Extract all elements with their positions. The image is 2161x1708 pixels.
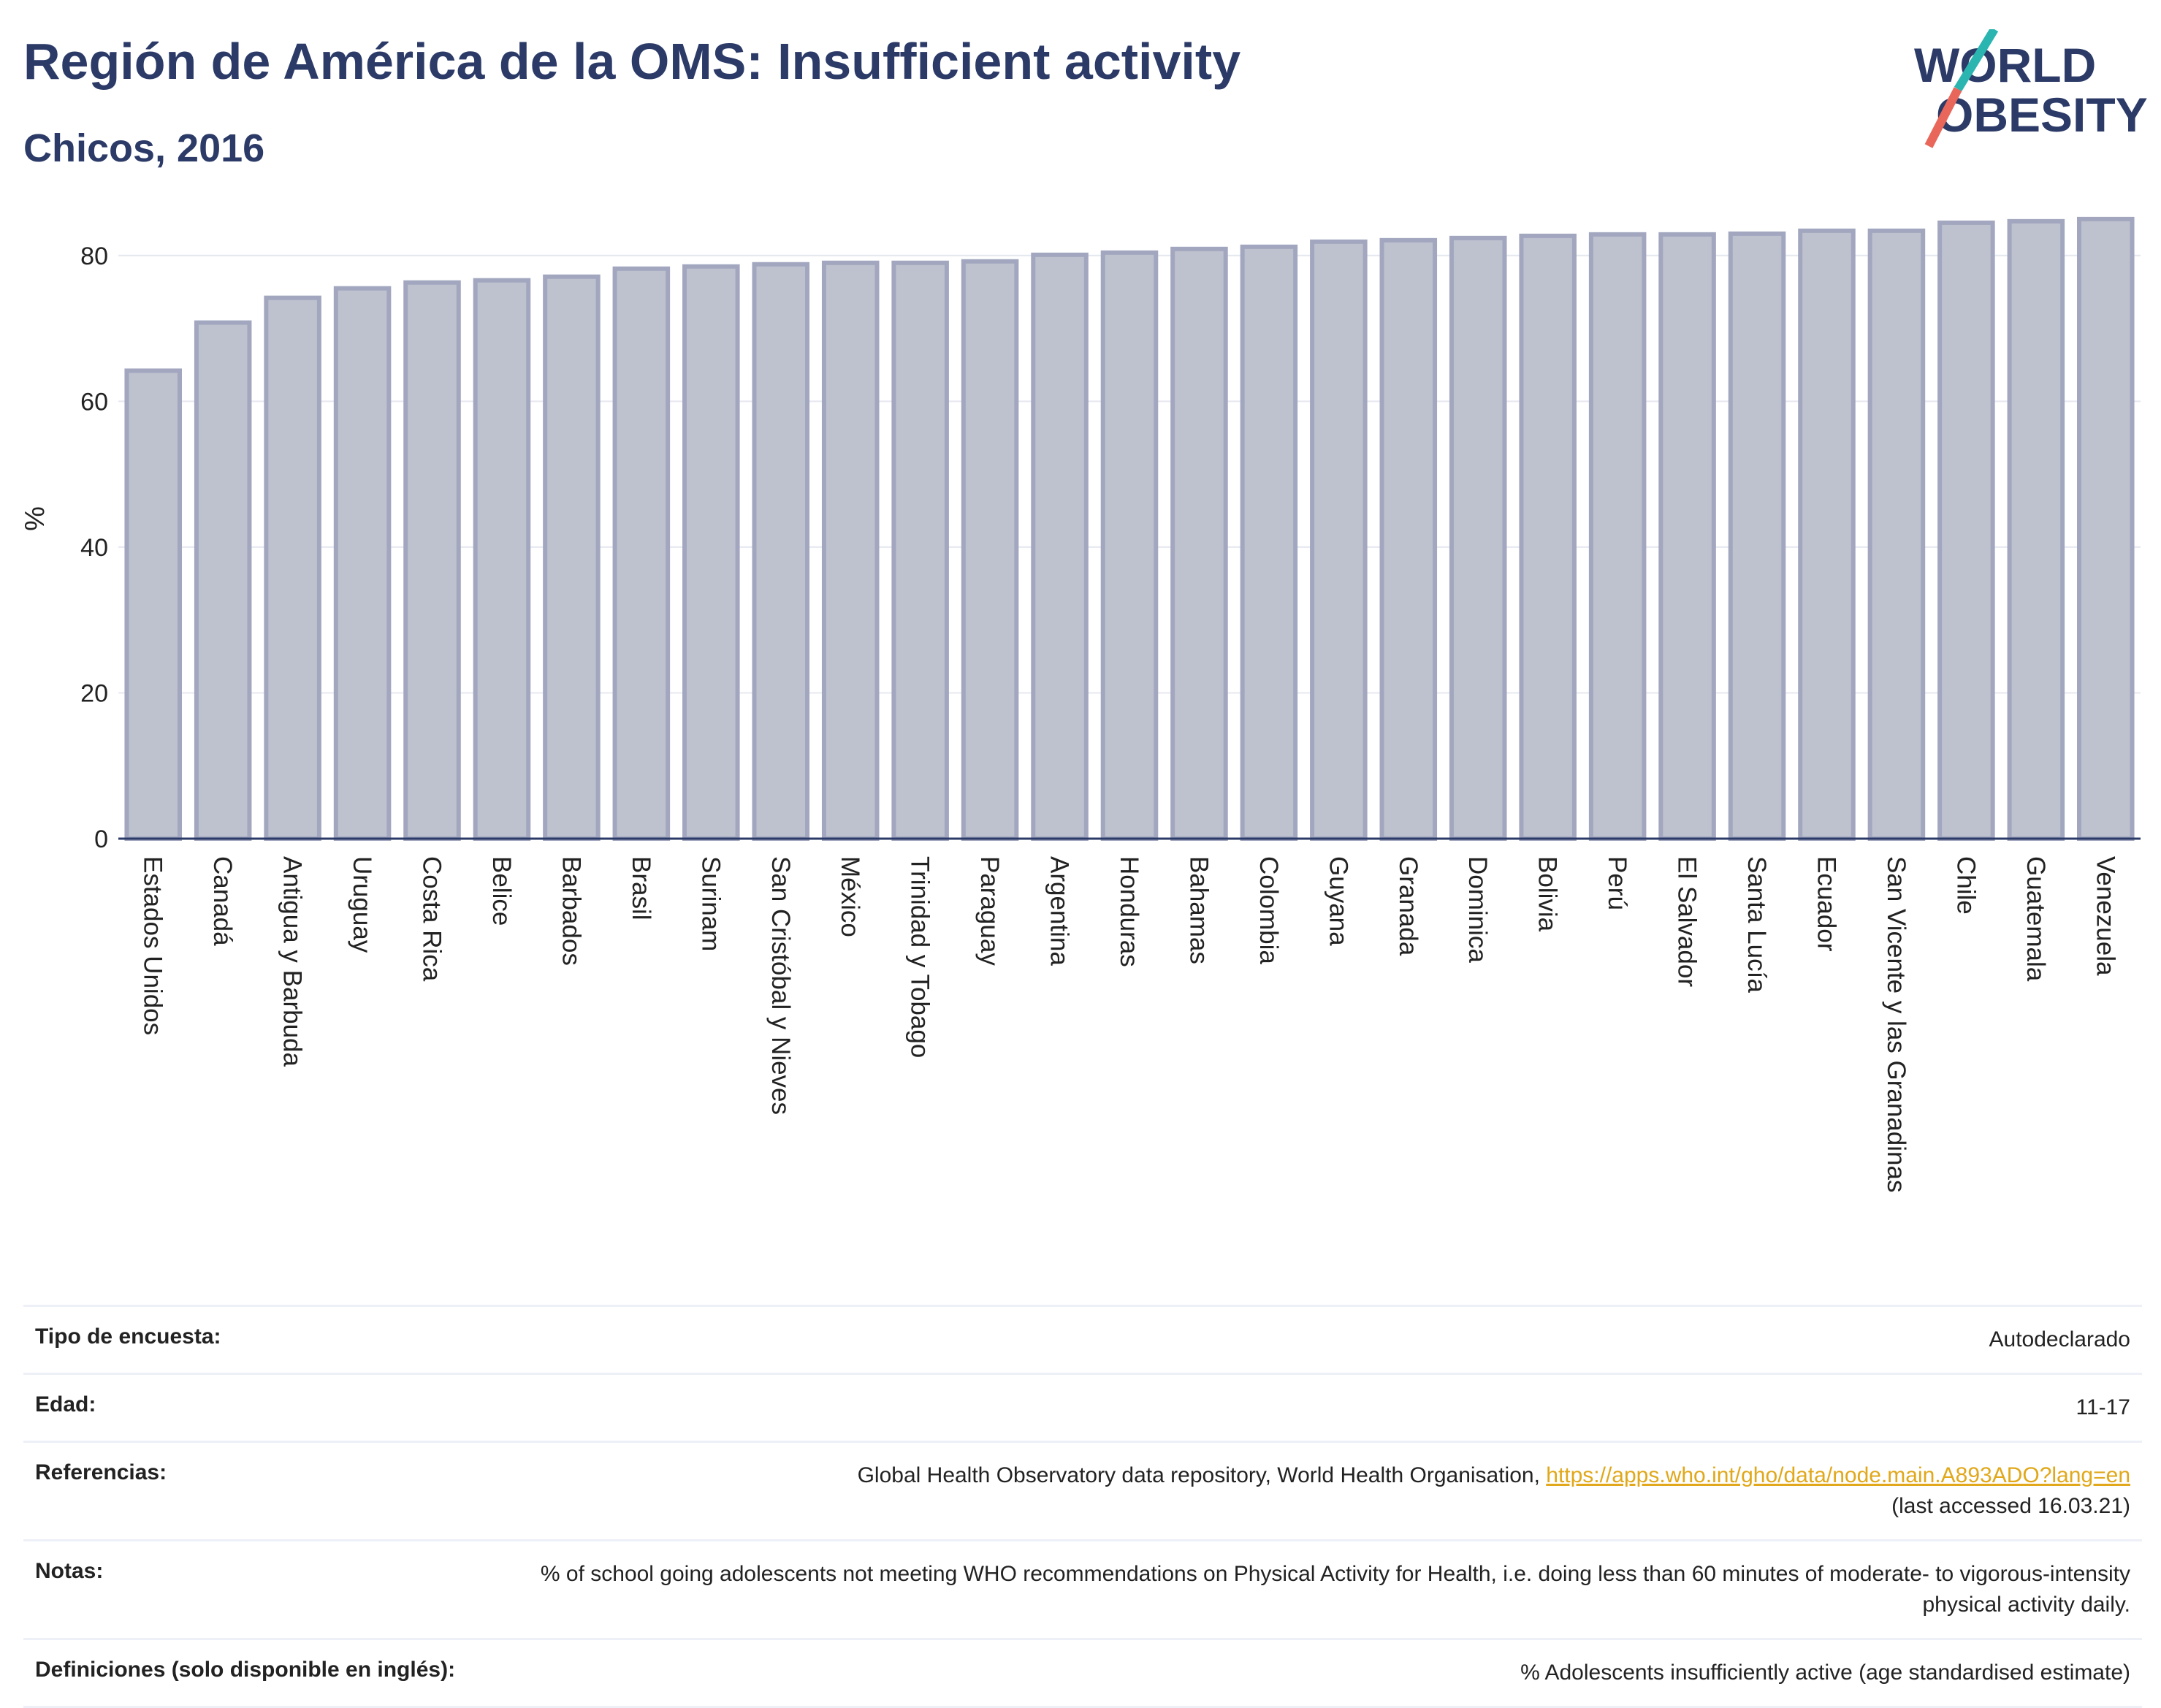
info-label: Tipo de encuesta:	[35, 1324, 221, 1349]
x-tick-label: Honduras	[1115, 856, 1143, 967]
x-tick-label: Bolivia	[1533, 856, 1562, 932]
x-tick-label: Santa Lucía	[1742, 856, 1771, 993]
bar	[194, 320, 252, 842]
x-axis-labels: Estados Unidos Canadá Antigua y Barbuda Uru…	[139, 856, 2120, 1192]
x-tick-label: Surinam	[696, 856, 725, 951]
logo-text-obesity: OBESITY	[1936, 88, 2148, 142]
bar	[1798, 228, 1856, 841]
bar	[1379, 237, 1438, 841]
x-tick-label: Venezuela	[2091, 856, 2119, 976]
world-obesity-logo: WORLD OBESITY	[1914, 29, 2148, 148]
x-tick-label: Chile	[1951, 856, 1980, 915]
x-tick-label: Colombia	[1254, 856, 1283, 964]
bar	[543, 274, 601, 842]
bar	[1728, 231, 1786, 842]
x-tick-label: Uruguay	[348, 856, 376, 953]
info-value: Autodeclarado	[1989, 1327, 2130, 1351]
x-tick-label: Perú	[1603, 856, 1631, 910]
x-tick-label: México	[836, 856, 864, 937]
x-tick-label: Paraguay	[975, 856, 1004, 966]
logo-text-world: WORLD	[1914, 38, 2096, 92]
logo-slash-teal	[1954, 29, 1999, 92]
info-label: Referencias:	[35, 1460, 167, 1484]
bar	[752, 262, 810, 841]
y-tick-label: 0	[94, 826, 108, 853]
bar	[124, 368, 182, 841]
bar	[1658, 232, 1716, 841]
bar	[821, 260, 880, 841]
y-axis-ticks: 0 20 40 60 80	[80, 243, 108, 853]
info-row-survey-type: Tipo de encuesta: Autodeclarado	[23, 1305, 2142, 1373]
info-value: Global Health Observatory data repositor…	[858, 1460, 2142, 1522]
info-value: % Adolescents insufficiently active (age…	[1520, 1661, 2130, 1685]
bar	[1519, 233, 1577, 841]
x-tick-label: Canadá	[208, 856, 237, 946]
bar	[1449, 235, 1507, 841]
x-tick-label: Brasil	[627, 856, 655, 920]
bar	[1937, 220, 1995, 841]
info-row-references: Referencias: Global Health Observatory d…	[23, 1441, 2142, 1539]
y-tick-label: 20	[80, 679, 108, 707]
bar	[891, 260, 949, 841]
x-tick-label: Barbados	[557, 856, 585, 966]
x-tick-label: San Cristóbal y Nieves	[766, 856, 795, 1115]
bar	[1100, 250, 1159, 841]
info-row-notes: Notas: % of school going adolescents not…	[23, 1539, 2142, 1638]
info-value: % of school going adolescents not meetin…	[540, 1562, 2130, 1617]
bar	[961, 259, 1019, 841]
bar	[403, 280, 461, 841]
logo-slash-coral	[1924, 87, 1962, 148]
y-tick-label: 40	[80, 534, 108, 562]
page-title: Región de América de la OMS: Insufficien…	[23, 33, 1241, 90]
bar	[264, 295, 321, 842]
bar	[333, 286, 392, 841]
bar	[1867, 228, 1926, 841]
x-tick-label: Costa Rica	[418, 856, 446, 982]
bar	[1588, 232, 1647, 841]
y-axis-label: %	[20, 506, 50, 531]
bar	[1310, 239, 1368, 841]
info-label: Notas:	[35, 1559, 104, 1583]
y-tick-label: 80	[80, 243, 108, 270]
bar	[1170, 246, 1228, 841]
x-tick-label: El Salvador	[1673, 856, 1701, 987]
x-tick-label: Bahamas	[1184, 856, 1213, 964]
x-tick-label: Trinidad y Tobago	[906, 856, 934, 1058]
bar	[682, 264, 740, 841]
reference-link[interactable]: https://apps.who.int/gho/data/node.main.…	[1546, 1463, 2130, 1487]
info-value: 11-17	[2076, 1395, 2130, 1419]
bar	[1240, 244, 1298, 841]
x-tick-label: Belice	[487, 856, 516, 926]
x-tick-label: Dominica	[1463, 856, 1492, 963]
bar-chart: 0 20 40 60 80 Estados Unidos Canadá Antigua y …	[20, 216, 2141, 1192]
info-label: Definiciones (solo disponible en inglés)…	[35, 1658, 456, 1682]
reference-text: Global Health Observatory data repositor…	[857, 1463, 1547, 1487]
bars	[124, 216, 2135, 842]
bar	[2077, 216, 2135, 841]
info-row-age: Edad: 11-17	[23, 1373, 2142, 1441]
x-tick-label: Estados Unidos	[139, 856, 167, 1035]
x-tick-label: Granada	[1394, 856, 1422, 956]
info-label: Edad:	[35, 1392, 96, 1417]
x-tick-label: Argentina	[1045, 856, 1074, 966]
info-table: Tipo de encuesta: Autodeclarado Edad: 11…	[23, 1305, 2142, 1708]
y-tick-label: 60	[80, 388, 108, 416]
info-row-definitions: Definiciones (solo disponible en inglés)…	[23, 1638, 2142, 1708]
bar	[473, 278, 531, 841]
x-tick-label: Guatemala	[2021, 856, 2050, 982]
bar	[2007, 218, 2065, 842]
reference-accessed: (last accessed 16.03.21)	[1891, 1494, 2130, 1518]
bar	[612, 266, 671, 841]
x-tick-label: Ecuador	[1812, 856, 1840, 952]
page-subtitle: Chicos, 2016	[23, 126, 265, 170]
bar	[1031, 252, 1089, 841]
x-tick-label: San Vicente y las Granadinas	[1882, 856, 1910, 1192]
x-tick-label: Antigua y Barbuda	[278, 856, 307, 1067]
x-tick-label: Guyana	[1324, 856, 1352, 946]
